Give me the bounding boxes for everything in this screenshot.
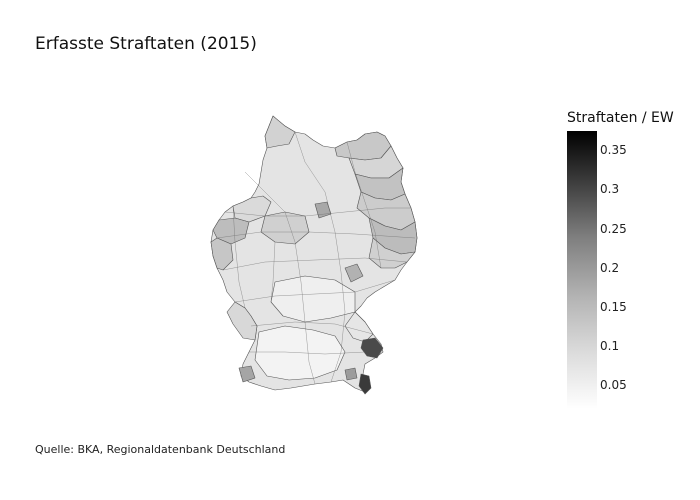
district-west-2[interactable] bbox=[210, 237, 234, 271]
district-southwest-1[interactable] bbox=[226, 301, 258, 341]
colorbar-tick: 0.2 bbox=[600, 261, 620, 275]
germany-district-map[interactable] bbox=[205, 112, 435, 402]
source-note: Quelle: BKA, Regionaldatenbank Deutschla… bbox=[35, 443, 286, 456]
colorbar-tick: 0.05 bbox=[600, 378, 627, 392]
district-south-2[interactable] bbox=[254, 325, 346, 381]
district-south-1[interactable] bbox=[270, 275, 356, 323]
chart-title: Erfasste Straftaten (2015) bbox=[35, 34, 257, 54]
district-north[interactable] bbox=[264, 115, 296, 149]
district-northeast-1[interactable] bbox=[334, 131, 392, 161]
colorbar-tick: 0.3 bbox=[600, 182, 620, 196]
district-central-3[interactable] bbox=[344, 263, 364, 283]
colorbar-tick: 0.35 bbox=[600, 143, 627, 157]
colorbar bbox=[567, 131, 597, 409]
district-passau[interactable] bbox=[360, 337, 384, 359]
district-central-2[interactable] bbox=[260, 211, 310, 245]
district-traunstein[interactable] bbox=[358, 373, 372, 395]
colorbar-tick: 0.1 bbox=[600, 339, 620, 353]
legend-title: Straftaten / EW bbox=[567, 110, 674, 126]
district-southeast-2[interactable] bbox=[344, 367, 358, 381]
colorbar-tick: 0.15 bbox=[600, 300, 627, 314]
colorbar-tick: 0.25 bbox=[600, 222, 627, 236]
district-southwest-2[interactable] bbox=[238, 365, 256, 383]
